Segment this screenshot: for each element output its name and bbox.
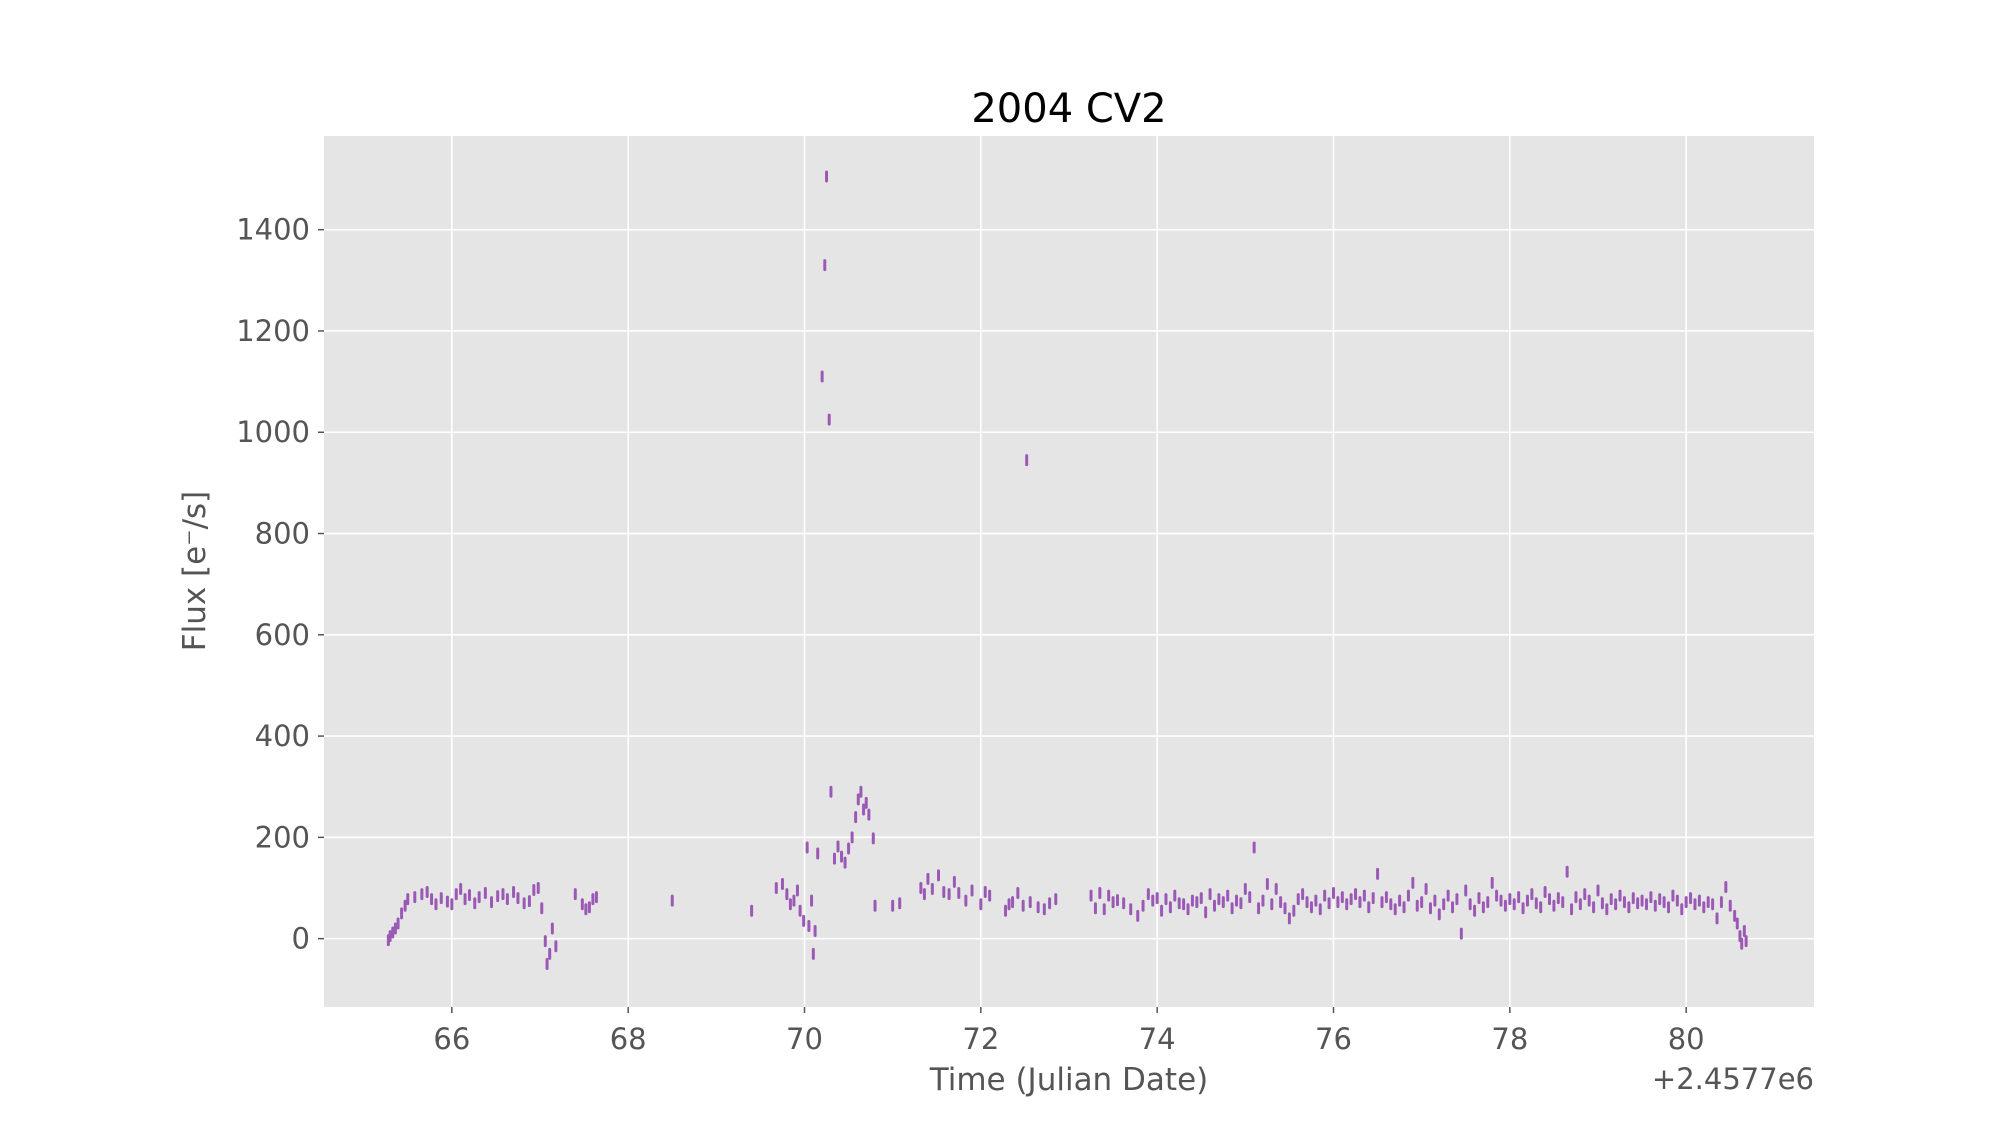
y-tick-label: 0 bbox=[292, 922, 310, 956]
plot-area bbox=[324, 136, 1814, 1007]
tick-labels: 66 68 70 72 74 76 78 80020040060080010001200140… bbox=[236, 213, 1704, 1056]
x-tick-label: 72 bbox=[962, 1022, 999, 1056]
x-tick-label: 80 bbox=[1668, 1022, 1705, 1056]
y-tick-label: 800 bbox=[255, 517, 310, 551]
y-tick-label: 1200 bbox=[236, 314, 310, 348]
x-axis-label: Time (Julian Date) bbox=[929, 1062, 1209, 1098]
data-points bbox=[386, 170, 1748, 970]
x-tick-label: 78 bbox=[1491, 1022, 1528, 1056]
y-tick-label: 400 bbox=[255, 719, 310, 753]
x-tick-label: 68 bbox=[610, 1022, 647, 1056]
y-tick-label: 1400 bbox=[236, 213, 310, 247]
y-tick-label: 1000 bbox=[236, 415, 310, 449]
grid bbox=[324, 136, 1814, 1007]
y-tick-label: 200 bbox=[255, 820, 310, 854]
x-offset-label: +2.4577e6 bbox=[1652, 1062, 1814, 1096]
y-axis-label: Flux [e⁻/s] bbox=[177, 491, 213, 652]
x-tick-label: 66 bbox=[433, 1022, 470, 1056]
x-tick-label: 74 bbox=[1139, 1022, 1176, 1056]
chart-title: 2004 CV2 bbox=[971, 86, 1166, 132]
x-tick-label: 76 bbox=[1315, 1022, 1352, 1056]
x-tick-label: 70 bbox=[786, 1022, 823, 1056]
y-tick-label: 600 bbox=[255, 618, 310, 652]
